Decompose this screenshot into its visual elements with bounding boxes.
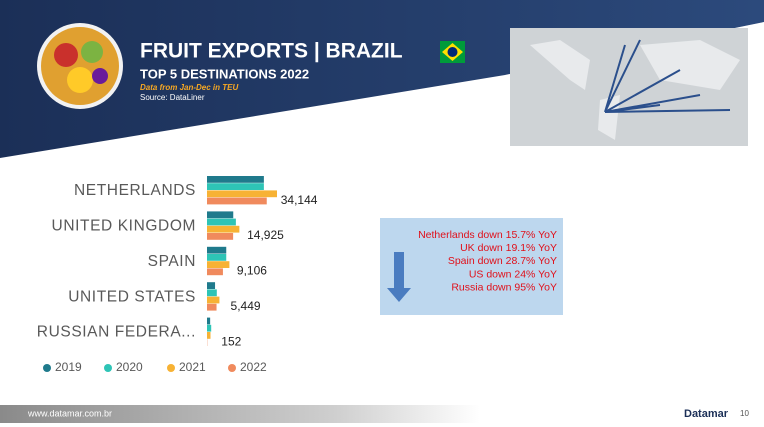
bar xyxy=(207,246,227,254)
category-label: SPAIN xyxy=(148,253,196,270)
legend-label: 2021 xyxy=(179,360,206,374)
bar xyxy=(207,197,267,205)
callout-line: Russia down 95% YoY xyxy=(451,282,557,294)
fruit xyxy=(54,43,78,67)
bar xyxy=(207,296,220,304)
legend-marker xyxy=(228,364,236,372)
value-label: 34,144 xyxy=(281,193,318,207)
bar xyxy=(207,268,223,276)
title: FRUIT EXPORTS | BRAZIL xyxy=(140,40,403,63)
bar xyxy=(207,190,277,198)
bar xyxy=(207,176,264,183)
bar xyxy=(207,233,234,240)
bar xyxy=(207,289,217,297)
callout-line: Spain down 28.7% YoY xyxy=(448,255,557,267)
legend-marker xyxy=(167,364,175,372)
source: Source: DataLiner xyxy=(140,93,205,102)
bar xyxy=(207,332,211,339)
category-label: RUSSIAN FEDERA... xyxy=(37,324,196,341)
callout-box xyxy=(380,218,563,315)
bar xyxy=(207,261,230,268)
fruit xyxy=(92,68,108,84)
fruit xyxy=(81,41,103,63)
legend-marker xyxy=(43,364,51,372)
subtitle: TOP 5 DESTINATIONS 2022 xyxy=(140,66,309,81)
brazil-flag-globe xyxy=(447,47,458,57)
footer-bar xyxy=(0,405,480,423)
footer-brand: Datamar xyxy=(684,408,729,420)
legend-label: 2019 xyxy=(55,360,82,374)
value-label: 14,925 xyxy=(247,228,284,242)
down-arrow xyxy=(387,252,411,302)
fruit-image xyxy=(41,27,119,105)
bar xyxy=(207,303,217,311)
callout-line: UK down 19.1% YoY xyxy=(460,242,557,254)
value-label: 152 xyxy=(221,334,241,348)
callout-line: US down 24% YoY xyxy=(469,268,557,280)
legend-label: 2022 xyxy=(240,360,267,374)
map-land xyxy=(530,40,740,140)
chart: NETHERLANDS 34,144 UNITED KINGDOM 14,925 SPA… xyxy=(37,176,318,374)
value-label: 5,449 xyxy=(231,299,261,313)
category-label: UNITED STATES xyxy=(68,288,196,305)
map-routes xyxy=(604,39,731,113)
bar xyxy=(207,183,264,190)
category-label: NETHERLANDS xyxy=(74,182,196,199)
fruit xyxy=(67,67,93,93)
legend-label: 2020 xyxy=(116,360,143,374)
callout-line: Netherlands down 15.7% YoY xyxy=(418,229,557,241)
bar xyxy=(207,254,227,261)
footer-url: www.datamar.com.br xyxy=(27,408,112,418)
bar xyxy=(207,317,211,325)
legend-marker xyxy=(104,364,112,372)
bar xyxy=(207,211,234,219)
bar xyxy=(207,282,216,289)
page-number: 10 xyxy=(740,409,749,418)
data-note: Data from Jan-Dec in TEU xyxy=(140,83,238,92)
bar xyxy=(207,218,236,226)
bar xyxy=(207,324,212,332)
value-label: 9,106 xyxy=(237,264,267,278)
category-label: UNITED KINGDOM xyxy=(52,217,196,234)
bar xyxy=(207,225,240,233)
